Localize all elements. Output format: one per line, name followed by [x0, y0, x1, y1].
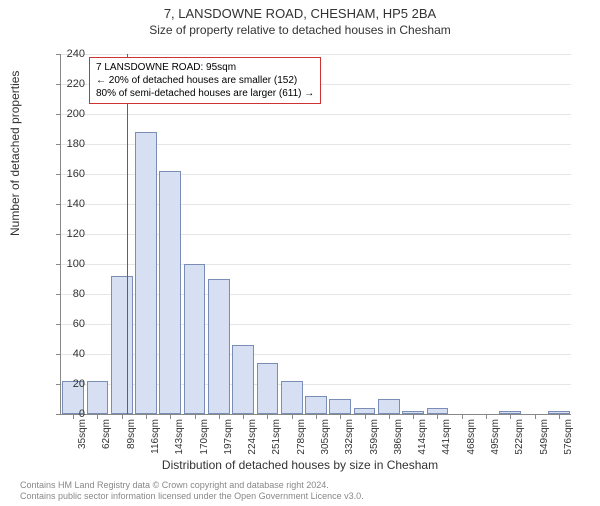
histogram-bar	[378, 399, 400, 414]
histogram-bar	[232, 345, 254, 414]
property-marker-line	[127, 54, 128, 414]
xtick-label: 522sqm	[514, 419, 525, 455]
x-axis-label: Distribution of detached houses by size …	[0, 458, 600, 472]
annotation-line: 80% of semi-detached houses are larger (…	[96, 87, 314, 100]
histogram-bar	[159, 171, 181, 414]
histogram-bar	[281, 381, 303, 414]
xtick-mark	[510, 414, 511, 419]
xtick-label: 468sqm	[466, 419, 477, 455]
xtick-label: 35sqm	[77, 419, 88, 449]
xtick-mark	[195, 414, 196, 419]
chart-plot-area: 35sqm62sqm89sqm116sqm143sqm170sqm197sqm2…	[60, 54, 571, 415]
xtick-mark	[413, 414, 414, 419]
xtick-mark	[365, 414, 366, 419]
xtick-label: 495sqm	[490, 419, 501, 455]
histogram-bar	[135, 132, 157, 414]
xtick-label: 359sqm	[369, 419, 380, 455]
xtick-label: 386sqm	[393, 419, 404, 455]
ytick-label: 60	[55, 318, 85, 330]
xtick-mark	[219, 414, 220, 419]
ytick-label: 80	[55, 288, 85, 300]
xtick-mark	[146, 414, 147, 419]
xtick-mark	[267, 414, 268, 419]
ytick-label: 100	[55, 258, 85, 270]
histogram-bar	[257, 363, 279, 414]
footer-attribution: Contains HM Land Registry data © Crown c…	[20, 480, 364, 502]
histogram-bar	[208, 279, 230, 414]
xtick-label: 251sqm	[271, 419, 282, 455]
histogram-bar	[111, 276, 133, 414]
xtick-mark	[97, 414, 98, 419]
footer-line-2: Contains public sector information licen…	[20, 491, 364, 502]
histogram-bar	[305, 396, 327, 414]
xtick-label: 170sqm	[199, 419, 210, 455]
histogram-bar	[87, 381, 109, 414]
xtick-label: 278sqm	[296, 419, 307, 455]
xtick-label: 549sqm	[539, 419, 550, 455]
ytick-label: 160	[55, 168, 85, 180]
xtick-mark	[316, 414, 317, 419]
xtick-label: 332sqm	[344, 419, 355, 455]
ytick-label: 200	[55, 108, 85, 120]
xtick-label: 305sqm	[320, 419, 331, 455]
ytick-label: 40	[55, 348, 85, 360]
annotation-line: ← 20% of detached houses are smaller (15…	[96, 74, 314, 87]
ytick-label: 20	[55, 378, 85, 390]
ytick-label: 120	[55, 228, 85, 240]
xtick-mark	[170, 414, 171, 419]
y-axis-label: Number of detached properties	[8, 71, 22, 236]
histogram-bar	[329, 399, 351, 414]
annotation-line: 7 LANSDOWNE ROAD: 95sqm	[96, 61, 314, 74]
xtick-mark	[462, 414, 463, 419]
xtick-mark	[389, 414, 390, 419]
footer-line-1: Contains HM Land Registry data © Crown c…	[20, 480, 364, 491]
page-title: 7, LANSDOWNE ROAD, CHESHAM, HP5 2BA	[0, 6, 600, 21]
xtick-mark	[437, 414, 438, 419]
xtick-label: 62sqm	[101, 419, 112, 449]
xtick-label: 197sqm	[223, 419, 234, 455]
xtick-mark	[340, 414, 341, 419]
ytick-label: 240	[55, 48, 85, 60]
xtick-label: 89sqm	[126, 419, 137, 449]
grid-line	[61, 54, 571, 55]
xtick-mark	[292, 414, 293, 419]
ytick-label: 180	[55, 138, 85, 150]
xtick-mark	[535, 414, 536, 419]
xtick-label: 576sqm	[563, 419, 574, 455]
xtick-label: 414sqm	[417, 419, 428, 455]
xtick-mark	[559, 414, 560, 419]
xtick-label: 116sqm	[150, 419, 161, 454]
page-subtitle: Size of property relative to detached ho…	[0, 23, 600, 37]
ytick-label: 220	[55, 78, 85, 90]
xtick-label: 224sqm	[247, 419, 258, 455]
grid-line	[61, 114, 571, 115]
xtick-label: 441sqm	[441, 419, 452, 455]
xtick-label: 143sqm	[174, 419, 185, 455]
ytick-label: 140	[55, 198, 85, 210]
xtick-mark	[243, 414, 244, 419]
histogram-bar	[184, 264, 206, 414]
ytick-label: 0	[55, 408, 85, 420]
xtick-mark	[122, 414, 123, 419]
annotation-box: 7 LANSDOWNE ROAD: 95sqm← 20% of detached…	[89, 57, 321, 104]
xtick-mark	[486, 414, 487, 419]
